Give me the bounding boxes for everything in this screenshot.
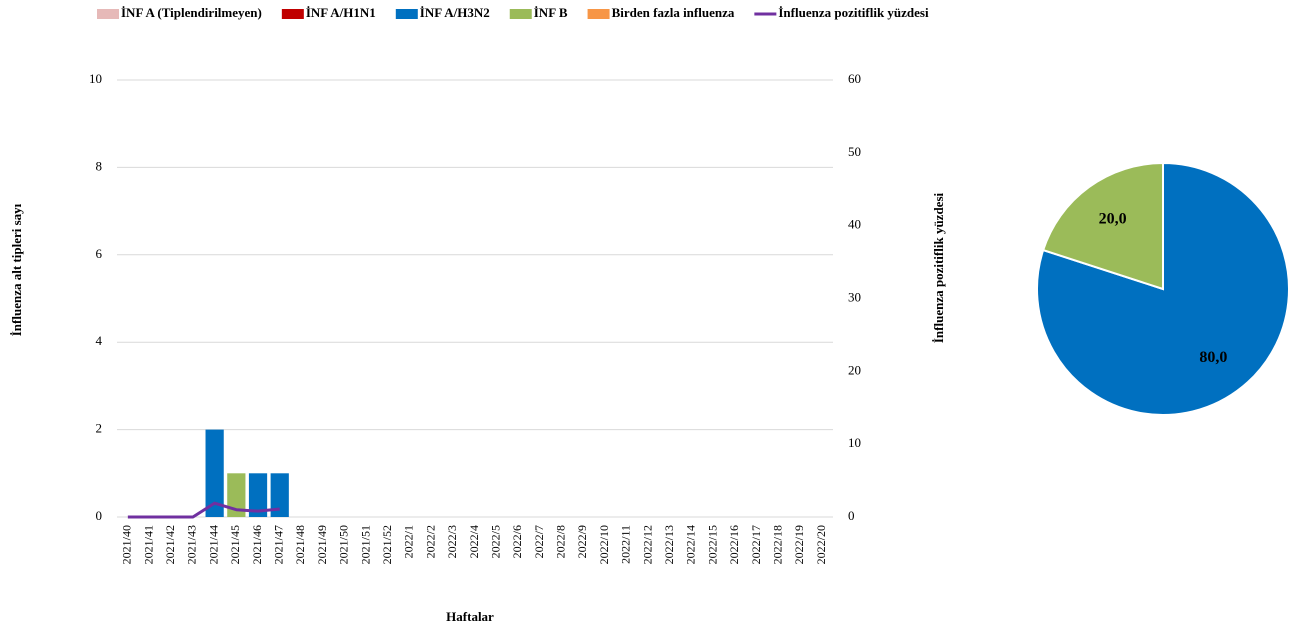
y-axis-title: İnfluenza alt tipleri sayı	[9, 203, 24, 336]
x-tick-label: 2022/12	[640, 525, 654, 564]
x-tick-label: 2022/10	[597, 525, 611, 564]
x-tick-label: 2022/11	[619, 525, 633, 564]
x-tick-label: 2022/2	[423, 525, 437, 558]
legend-label: Birden fazla influenza	[612, 5, 735, 20]
x-tick-label: 2022/16	[727, 525, 741, 564]
x-tick-label: 2022/13	[662, 525, 676, 564]
legend-swatch	[97, 9, 119, 19]
x-tick-label: 2022/20	[814, 525, 828, 564]
legend-label: İNF A/H3N2	[420, 5, 490, 20]
y2-tick-label: 60	[848, 71, 861, 86]
legend-swatch	[281, 9, 304, 19]
y2-tick-label: 50	[848, 144, 861, 159]
legend-item: İNF A/H1N1	[281, 5, 376, 20]
bar	[270, 473, 289, 517]
x-tick-label: 2021/52	[380, 525, 394, 564]
x-tick-label: 2021/47	[271, 525, 285, 564]
legend-item: İNF A (Tiplendirilmeyen)	[97, 5, 262, 20]
y2-tick-label: 0	[848, 508, 855, 523]
y2-axis-title: İnfluenza pozitiflik yüzdesi	[931, 193, 946, 344]
x-tick-label: 2021/42	[163, 525, 177, 564]
legend-swatch	[395, 9, 418, 19]
x-axis-title: Haftalar	[446, 609, 494, 624]
legend-label: İNF B	[534, 5, 568, 20]
x-tick-label: 2022/17	[749, 525, 763, 564]
x-tick-label: 2022/4	[467, 525, 481, 558]
data-label: 20,0	[1099, 210, 1127, 227]
pie-slice	[1041, 161, 1164, 291]
y-tick-label: 4	[96, 333, 103, 348]
bar	[205, 429, 224, 517]
y-tick-label: 0	[96, 508, 103, 523]
legend-item: Birden fazla influenza	[587, 5, 735, 20]
y2-tick-label: 20	[848, 362, 861, 377]
legend-label: İnfluenza pozitiflik yüzdesi	[778, 5, 929, 20]
legend-item: İNF B	[509, 5, 568, 20]
x-tick-label: 2021/50	[337, 525, 351, 564]
x-tick-label: 2021/43	[185, 525, 199, 564]
x-tick-label: 2021/44	[206, 525, 220, 564]
x-tick-label: 2021/51	[358, 525, 372, 564]
x-tick-label: 2021/46	[250, 525, 264, 564]
y-tick-label: 8	[96, 158, 103, 173]
legend-label: İNF A/H1N1	[306, 5, 376, 20]
x-tick-label: 2022/14	[684, 525, 698, 564]
y-tick-label: 2	[96, 421, 103, 436]
x-tick-label: 2022/18	[771, 525, 785, 564]
x-tick-label: 2021/40	[120, 525, 134, 564]
legend-item: İNF A/H3N2	[395, 5, 490, 20]
bar	[227, 473, 246, 517]
x-tick-label: 2021/49	[315, 525, 329, 564]
x-tick-label: 2021/48	[293, 525, 307, 564]
legend-swatch	[587, 9, 610, 19]
x-tick-label: 2021/45	[228, 525, 242, 564]
y2-tick-label: 10	[848, 435, 861, 450]
data-label: 80,0	[1199, 349, 1227, 366]
x-tick-label: 2022/3	[445, 525, 459, 558]
x-tick-label: 2022/15	[705, 525, 719, 564]
x-tick-label: 2022/19	[792, 525, 806, 564]
y2-tick-label: 40	[848, 217, 861, 232]
bar	[248, 473, 268, 517]
line-series	[127, 501, 280, 519]
legend-swatch	[509, 9, 532, 19]
x-tick-label: 2022/9	[575, 525, 589, 558]
y-tick-label: 6	[96, 246, 103, 261]
legend-item: İnfluenza pozitiflik yüzdesi	[754, 5, 929, 20]
x-tick-label: 2022/7	[532, 525, 546, 558]
x-tick-label: 2022/1	[402, 525, 416, 558]
legend-label: İNF A (Tiplendirilmeyen)	[121, 5, 262, 20]
y-tick-label: 10	[89, 71, 102, 86]
x-tick-label: 2022/8	[554, 525, 568, 558]
x-tick-label: 2022/6	[510, 525, 524, 558]
y2-tick-label: 30	[848, 289, 861, 304]
x-tick-label: 2021/41	[141, 525, 155, 564]
x-tick-label: 2022/5	[488, 525, 502, 558]
